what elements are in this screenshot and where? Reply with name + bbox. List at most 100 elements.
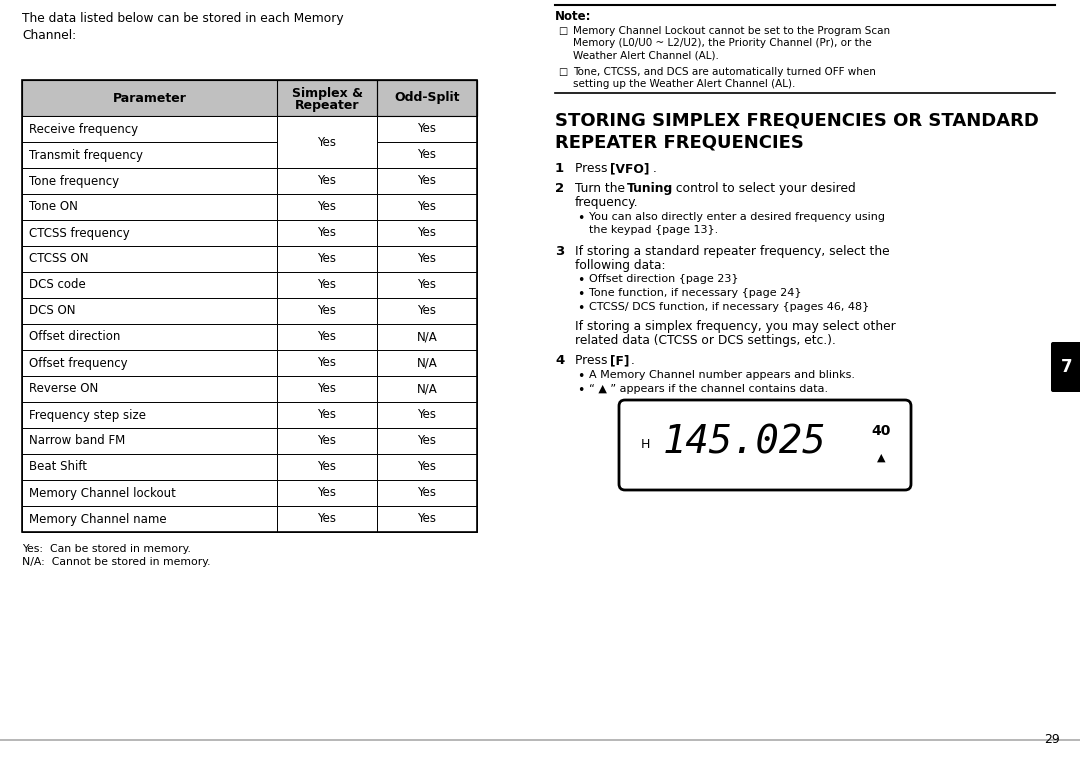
Text: 29: 29 — [1044, 733, 1059, 746]
Text: 40: 40 — [872, 424, 891, 438]
Text: •: • — [577, 384, 584, 397]
Text: Yes: Yes — [418, 486, 436, 499]
Text: [F]: [F] — [610, 354, 630, 367]
Text: Turn the: Turn the — [575, 182, 629, 195]
Bar — [22, 454, 276, 480]
Text: Press: Press — [575, 162, 611, 175]
Text: Yes: Yes — [318, 461, 337, 473]
Bar — [22, 402, 276, 428]
Text: Press: Press — [575, 354, 611, 367]
Bar — [22, 246, 276, 272]
Text: N/A:  Cannot be stored in memory.: N/A: Cannot be stored in memory. — [22, 557, 211, 567]
Text: N/A: N/A — [417, 331, 437, 344]
Text: Beat Shift: Beat Shift — [29, 461, 87, 473]
Text: control to select your desired: control to select your desired — [672, 182, 855, 195]
Bar — [22, 376, 276, 402]
Text: Yes: Yes — [418, 409, 436, 422]
Text: 2: 2 — [555, 182, 564, 195]
Text: Memory Channel Lockout cannot be set to the Program Scan: Memory Channel Lockout cannot be set to … — [573, 26, 890, 36]
Text: Yes: Yes — [318, 486, 337, 499]
Bar — [276, 454, 377, 480]
Text: 7: 7 — [1061, 358, 1072, 376]
Text: CTCSS frequency: CTCSS frequency — [29, 226, 130, 239]
Bar — [276, 506, 377, 532]
Bar — [377, 80, 477, 116]
Text: Receive frequency: Receive frequency — [29, 122, 138, 135]
Text: Yes: Yes — [318, 135, 337, 148]
Text: The data listed below can be stored in each Memory
Channel:: The data listed below can be stored in e… — [22, 12, 343, 42]
Bar — [377, 506, 477, 532]
Text: Yes: Yes — [318, 278, 337, 292]
Text: Reverse ON: Reverse ON — [29, 382, 98, 395]
Bar — [276, 298, 377, 324]
Text: Repeater: Repeater — [295, 99, 360, 112]
Text: Yes: Yes — [318, 252, 337, 265]
Text: Yes: Yes — [418, 461, 436, 473]
Text: Transmit frequency: Transmit frequency — [29, 148, 143, 162]
Text: .: . — [653, 162, 657, 175]
Bar — [276, 116, 377, 142]
Text: “ ▲ ” appears if the channel contains data.: “ ▲ ” appears if the channel contains da… — [589, 384, 828, 394]
Text: Yes: Yes — [318, 512, 337, 525]
Text: •: • — [577, 302, 584, 315]
Text: Offset direction: Offset direction — [29, 331, 120, 344]
Bar — [276, 246, 377, 272]
Bar — [377, 350, 477, 376]
Text: Memory (L0/U0 ~ L2/U2), the Priority Channel (Pr), or the: Memory (L0/U0 ~ L2/U2), the Priority Cha… — [573, 38, 872, 48]
Bar — [377, 428, 477, 454]
Bar — [377, 402, 477, 428]
FancyBboxPatch shape — [1051, 342, 1080, 392]
Text: 1: 1 — [555, 162, 564, 175]
Text: Yes: Yes — [318, 382, 337, 395]
Text: Memory Channel name: Memory Channel name — [29, 512, 166, 525]
Bar — [22, 506, 276, 532]
Text: [VFO]: [VFO] — [610, 162, 649, 175]
Text: •: • — [577, 274, 584, 287]
Text: frequency.: frequency. — [575, 196, 638, 209]
Text: Yes: Yes — [418, 122, 436, 135]
Bar — [22, 350, 276, 376]
Text: Yes: Yes — [318, 175, 337, 188]
Text: Memory Channel lockout: Memory Channel lockout — [29, 486, 176, 499]
Bar — [377, 168, 477, 194]
FancyBboxPatch shape — [619, 400, 912, 490]
Bar — [377, 298, 477, 324]
Text: If storing a standard repeater frequency, select the: If storing a standard repeater frequency… — [575, 245, 890, 258]
Text: □: □ — [558, 67, 567, 77]
Text: Parameter: Parameter — [112, 91, 187, 105]
Bar — [276, 428, 377, 454]
Text: Offset direction {page 23}: Offset direction {page 23} — [589, 274, 739, 284]
Bar — [22, 480, 276, 506]
Text: related data (CTCSS or DCS settings, etc.).: related data (CTCSS or DCS settings, etc… — [575, 334, 836, 347]
Text: Yes: Yes — [418, 305, 436, 318]
Bar — [276, 272, 377, 298]
Text: N/A: N/A — [417, 356, 437, 369]
Text: Offset frequency: Offset frequency — [29, 356, 127, 369]
Bar — [22, 80, 477, 532]
Bar — [276, 350, 377, 376]
Text: .: . — [631, 354, 635, 367]
Text: If storing a simplex frequency, you may select other: If storing a simplex frequency, you may … — [575, 320, 895, 333]
Text: □: □ — [558, 26, 567, 36]
Text: Narrow band FM: Narrow band FM — [29, 435, 125, 448]
Bar — [377, 480, 477, 506]
Bar — [22, 168, 276, 194]
Bar — [377, 376, 477, 402]
Text: setting up the Weather Alert Channel (AL).: setting up the Weather Alert Channel (AL… — [573, 79, 795, 89]
Bar — [276, 324, 377, 350]
Text: Tone frequency: Tone frequency — [29, 175, 119, 188]
Bar — [276, 480, 377, 506]
Bar — [276, 194, 377, 220]
Bar — [276, 402, 377, 428]
Text: Yes: Yes — [318, 331, 337, 344]
Text: Yes: Yes — [418, 148, 436, 162]
Bar — [276, 220, 377, 246]
Bar — [377, 116, 477, 142]
Text: Yes: Yes — [318, 305, 337, 318]
Bar — [276, 376, 377, 402]
Bar — [22, 80, 477, 116]
Bar — [377, 272, 477, 298]
Text: ▲: ▲ — [877, 453, 886, 463]
Bar — [276, 168, 377, 194]
Text: Yes: Yes — [318, 201, 337, 214]
